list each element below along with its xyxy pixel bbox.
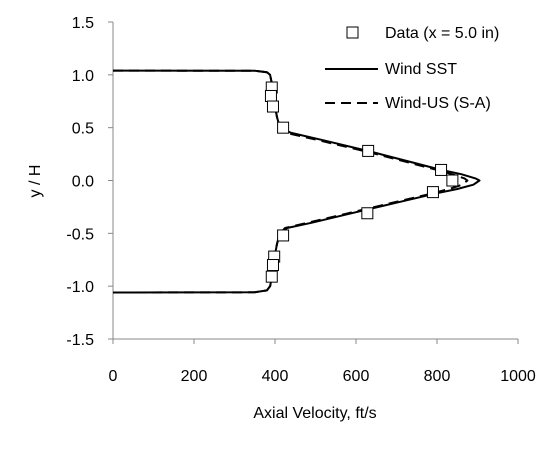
- y-tick-label: 0.5: [72, 121, 94, 138]
- x-tick-label: 0: [109, 368, 118, 385]
- legend-marker-data: [346, 26, 359, 39]
- x-axis-title: Axial Velocity, ft/s: [253, 405, 376, 422]
- data-point-square: [435, 163, 448, 176]
- x-tick-label: 600: [343, 368, 370, 385]
- x-tick-label: 800: [424, 368, 451, 385]
- data-point-square: [265, 270, 278, 283]
- series-layer: [112, 69, 481, 294]
- data-point-square: [361, 207, 374, 220]
- y-ticks: 1.5 1.0 0.5 0.0 -0.5 -1.0 -1.5: [66, 15, 113, 349]
- legend-label-wind-us: Wind-US (S-A): [385, 95, 491, 112]
- data-point-square: [426, 186, 439, 199]
- y-tick-label: 0.0: [72, 174, 94, 191]
- y-tick-label: -1.5: [66, 332, 94, 349]
- y-tick-label: 1.5: [72, 15, 94, 32]
- y-axis-title: y / H: [27, 165, 44, 198]
- data-point-square: [362, 144, 375, 157]
- legend: Data (x = 5.0 in) Wind SST Wind-US (S-A): [325, 25, 499, 112]
- data-point-square: [277, 121, 290, 134]
- y-tick-label: -1.0: [66, 279, 94, 296]
- x-tick-label: 200: [181, 368, 208, 385]
- plot-area: 0 200 400 600 800 1000 1.5 1.0 0.5 0.0 -0.5 -1.0 -1…: [66, 15, 535, 385]
- data-point-square: [264, 89, 277, 102]
- data-point-square: [266, 259, 279, 272]
- data-point-square: [446, 174, 459, 187]
- data-point-square: [266, 100, 279, 113]
- x-ticks: 0 200 400 600 800 1000: [109, 339, 536, 385]
- y-tick-label: 1.0: [72, 68, 94, 85]
- x-tick-label: 400: [262, 368, 289, 385]
- data-point-square: [277, 229, 290, 242]
- legend-label-wind-sst: Wind SST: [385, 61, 457, 78]
- legend-label-data: Data (x = 5.0 in): [385, 25, 499, 42]
- x-tick-label: 1000: [500, 368, 536, 385]
- y-tick-label: -0.5: [66, 226, 94, 243]
